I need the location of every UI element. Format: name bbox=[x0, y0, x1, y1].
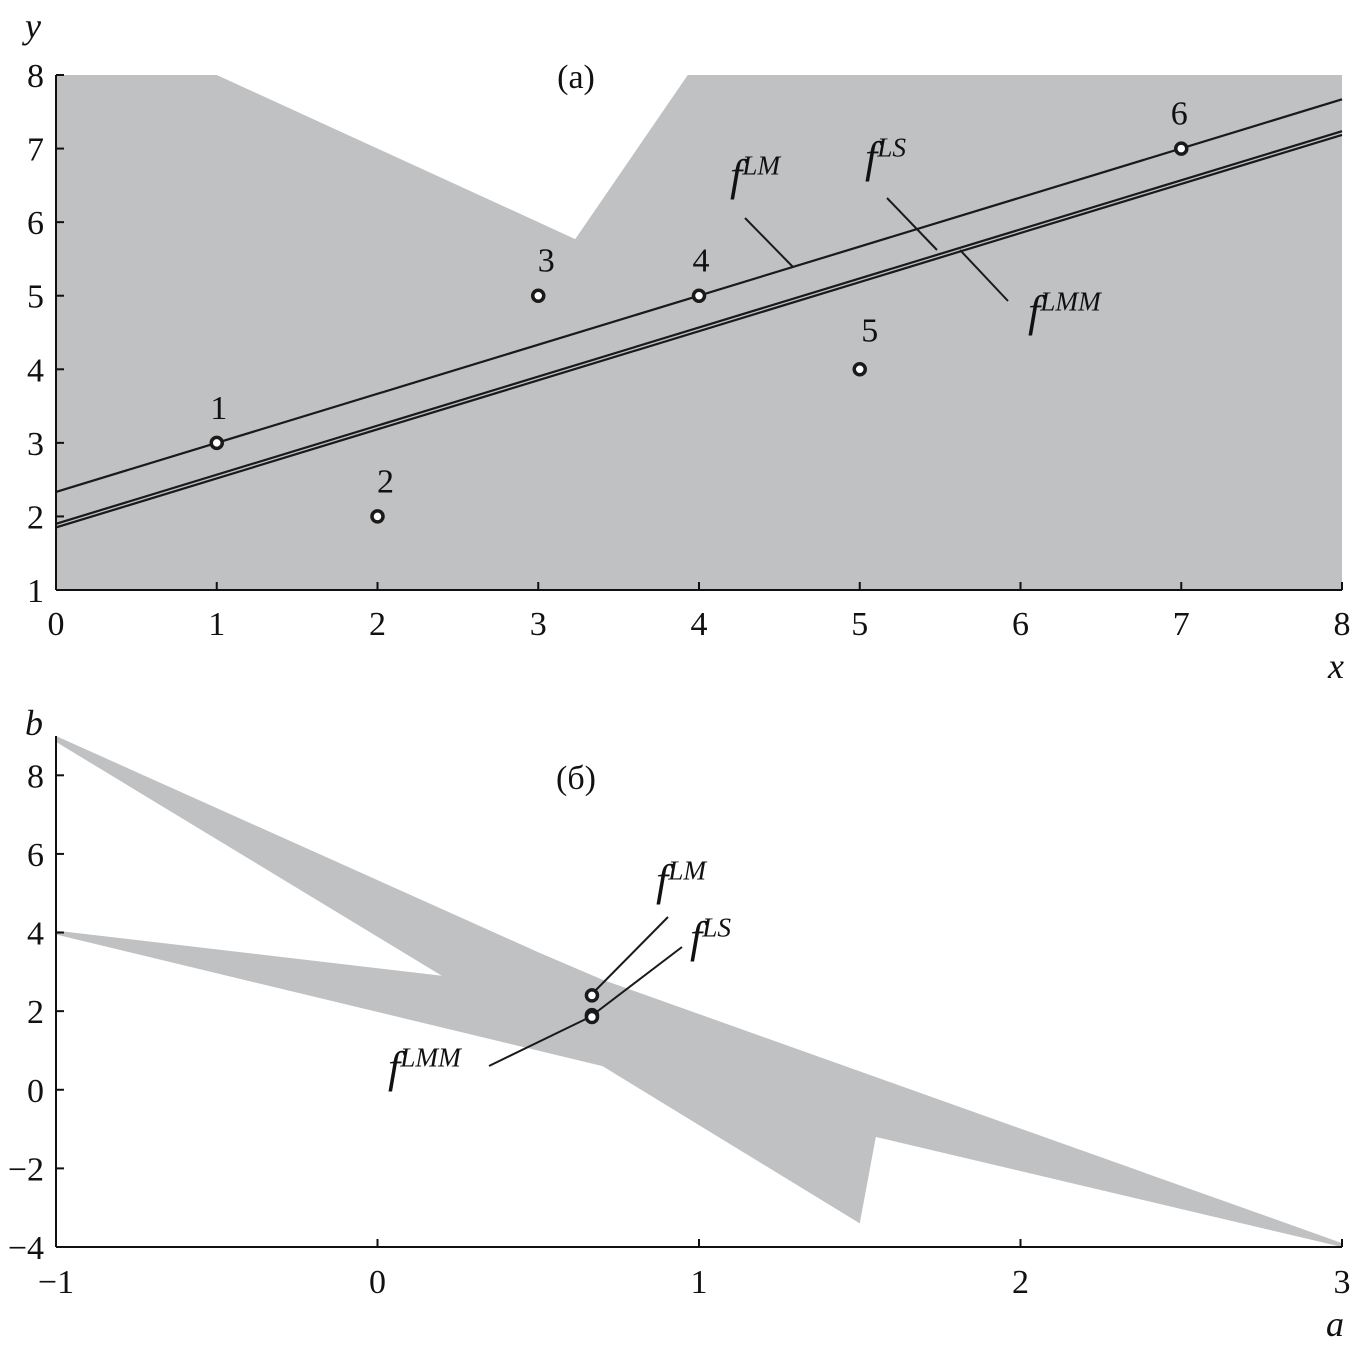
y-tick-label: 2 bbox=[27, 499, 44, 536]
data-point-label: 1 bbox=[210, 390, 227, 427]
data-point bbox=[852, 362, 867, 377]
x-tick-label: 0 bbox=[369, 1264, 386, 1301]
label-f-ls-sup: LS bbox=[701, 913, 731, 943]
y-tick-label: −2 bbox=[8, 1151, 44, 1188]
y-tick-label: 1 bbox=[27, 573, 44, 610]
y-tick-label: 4 bbox=[27, 352, 44, 389]
feasible-region bbox=[56, 75, 1342, 590]
data-point-label: 5 bbox=[861, 312, 878, 349]
data-point bbox=[691, 288, 707, 303]
x-tick-label: 7 bbox=[1173, 606, 1190, 643]
panel-label: (a) bbox=[557, 59, 595, 96]
y-tick-label: −4 bbox=[8, 1230, 44, 1267]
label-f-lmm: fLMM bbox=[388, 1043, 462, 1092]
x-tick-label: 2 bbox=[369, 606, 386, 643]
label-f-lmm-sup: LMM bbox=[399, 1043, 462, 1073]
panel-label: (б) bbox=[556, 760, 596, 797]
leader-f-lmm bbox=[959, 249, 1009, 302]
leader-f-ls bbox=[589, 946, 683, 1018]
y-tick-label: 7 bbox=[27, 132, 44, 169]
x-tick-label: 5 bbox=[851, 606, 868, 643]
point-f-lmm bbox=[584, 1009, 600, 1025]
x-tick-label: 6 bbox=[1012, 606, 1029, 643]
label-f-lm: fLM bbox=[656, 856, 707, 905]
label-f-lmm: fLMM bbox=[1028, 287, 1102, 336]
y-tick-label: 6 bbox=[27, 205, 44, 242]
x-tick-label: 1 bbox=[208, 606, 225, 643]
feasible-region bbox=[56, 736, 1342, 1247]
y-axis-label: b bbox=[25, 703, 43, 743]
y-tick-label: 6 bbox=[27, 837, 44, 874]
y-tick-label: 8 bbox=[27, 758, 44, 795]
data-point-label: 2 bbox=[377, 463, 394, 500]
line-f-lmm bbox=[55, 133, 1343, 529]
point-f-lm bbox=[584, 988, 600, 1003]
x-tick-label: 3 bbox=[530, 606, 547, 643]
x-tick-label: 3 bbox=[1334, 1264, 1351, 1301]
y-tick-label: 4 bbox=[27, 916, 44, 953]
y-tick-label: 2 bbox=[27, 994, 44, 1031]
x-tick-label: 1 bbox=[691, 1264, 708, 1301]
data-point bbox=[1174, 141, 1189, 156]
data-point-label: 4 bbox=[693, 243, 710, 280]
y-tick-label: 8 bbox=[27, 58, 44, 95]
label-f-ls-sup: LS bbox=[876, 133, 906, 163]
label-f-ls: fLS bbox=[690, 913, 731, 962]
y-tick-label: 3 bbox=[27, 426, 44, 463]
x-tick-label: −1 bbox=[38, 1264, 74, 1301]
x-tick-label: 8 bbox=[1334, 606, 1351, 643]
label-f-lmm-sup: LMM bbox=[1039, 287, 1102, 317]
line-f-ls bbox=[55, 130, 1343, 525]
data-point-label: 3 bbox=[538, 243, 555, 280]
data-point bbox=[531, 288, 546, 303]
label-f-lm-sup: LM bbox=[741, 151, 781, 181]
data-point-label: 6 bbox=[1171, 96, 1188, 133]
leader-f-lm bbox=[744, 217, 794, 268]
y-tick-label: 0 bbox=[27, 1073, 44, 1110]
x-tick-label: 2 bbox=[1012, 1264, 1029, 1301]
panel-b: −1 0 1 2 3 −4 −2 0 2 4 6 8 a b (б) fLM fLS fLMM bbox=[8, 703, 1351, 1344]
y-tick-label: 5 bbox=[27, 279, 44, 316]
x-tick-label: 0 bbox=[48, 606, 65, 643]
x-axis-label: x bbox=[1327, 646, 1344, 686]
data-point bbox=[370, 509, 385, 524]
leader-f-lmm bbox=[488, 1016, 591, 1067]
data-point bbox=[209, 435, 224, 451]
y-axis-label: y bbox=[22, 6, 41, 46]
x-tick-label: 4 bbox=[691, 606, 708, 643]
leader-f-lm bbox=[589, 916, 669, 997]
leader-f-ls bbox=[886, 197, 938, 251]
x-axis-label: a bbox=[1326, 1304, 1344, 1344]
label-f-lm-sup: LM bbox=[667, 856, 707, 886]
